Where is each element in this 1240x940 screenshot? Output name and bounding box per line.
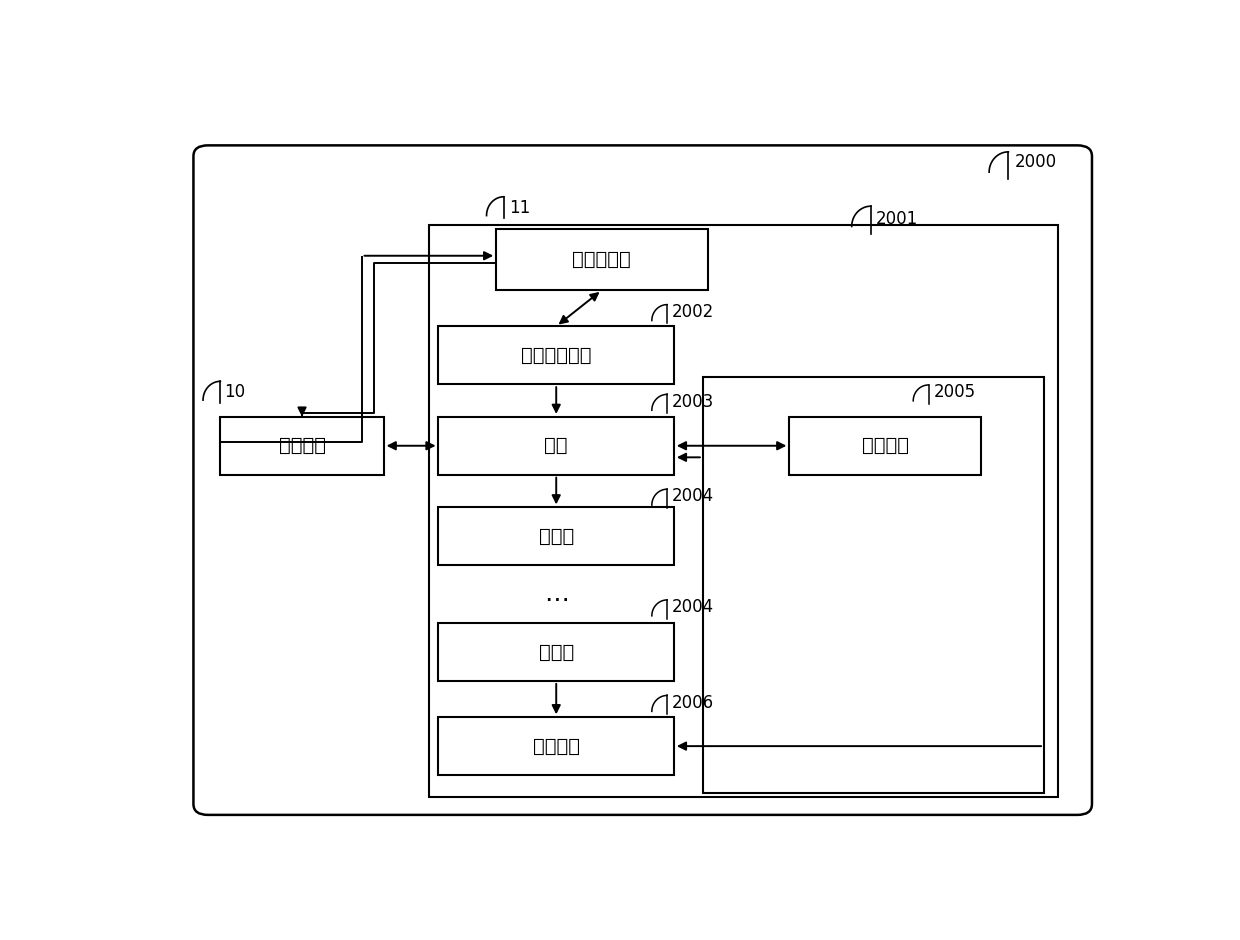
Text: 寄存器: 寄存器 [538,526,574,546]
Text: 11: 11 [508,198,529,217]
Text: 配置模块: 配置模块 [862,436,909,455]
Text: 2006: 2006 [672,694,714,712]
Text: 2005: 2005 [934,384,976,401]
Text: 控制器单元: 控制器单元 [573,250,631,269]
Bar [789,416,982,475]
Bar [439,416,675,475]
Text: 缓存: 缓存 [544,436,568,455]
Bar [439,623,675,681]
Text: 2002: 2002 [672,303,714,321]
Bar [703,377,1044,793]
Bar [429,225,1059,797]
Bar [439,326,675,384]
Text: 2001: 2001 [875,210,918,227]
Text: 输出模块: 输出模块 [533,737,580,756]
Bar [439,717,675,776]
Text: 2003: 2003 [672,393,714,411]
Text: 控制信号接口: 控制信号接口 [521,346,591,365]
Text: 2004: 2004 [672,598,714,617]
Text: …: … [544,582,569,606]
FancyBboxPatch shape [193,146,1092,815]
Text: 2004: 2004 [672,488,714,506]
Text: 2000: 2000 [1016,152,1058,171]
Bar [221,416,383,475]
Bar [439,508,675,565]
Text: 存储单元: 存储单元 [279,436,326,455]
Bar [496,228,708,290]
Text: 10: 10 [224,384,246,401]
Text: 寄存器: 寄存器 [538,643,574,662]
